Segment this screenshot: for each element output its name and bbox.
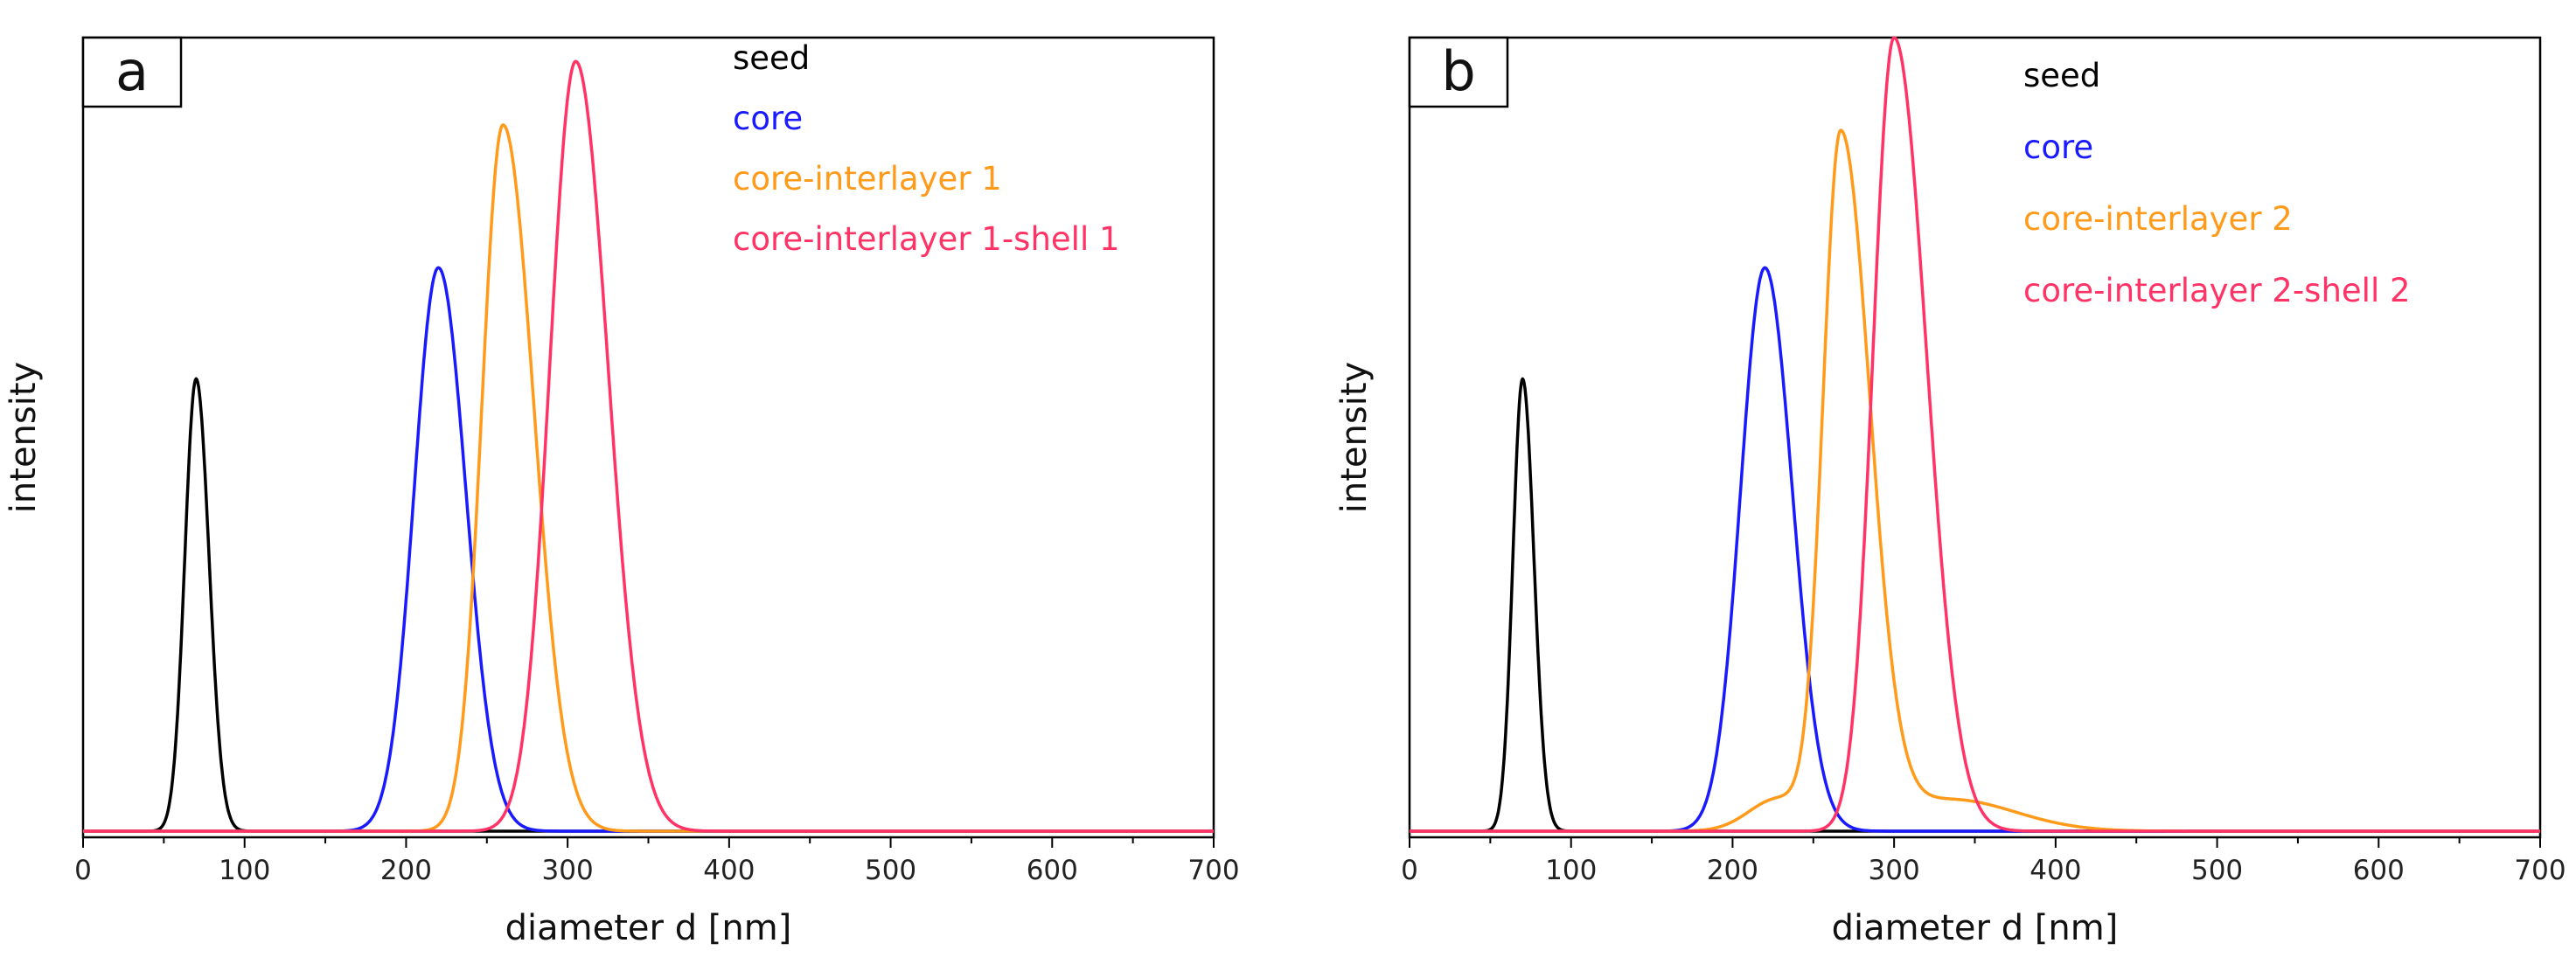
x-tick-label: 600 bbox=[1027, 855, 1078, 886]
legend-entry: seed bbox=[2023, 57, 2100, 94]
y-axis-label: intensity bbox=[3, 362, 44, 513]
series-line-core-interlayer-2 bbox=[1409, 128, 2541, 833]
series-line-core bbox=[1409, 266, 2541, 833]
x-tick-label: 700 bbox=[2514, 855, 2566, 886]
legend-entry: core bbox=[2023, 128, 2093, 166]
x-tick-label: 300 bbox=[542, 855, 594, 886]
x-tick-label: 200 bbox=[1707, 855, 1758, 886]
x-tick-label: 400 bbox=[703, 855, 755, 886]
plot-frame bbox=[81, 36, 1215, 839]
series-line-seed bbox=[1409, 377, 2541, 833]
chart-panel-a: a 0 100 200 300 400 500 600 700 diameter d [nm] in… bbox=[3, 36, 1240, 948]
legend-entry: core-interlayer 1 bbox=[733, 160, 1002, 198]
plot-frame bbox=[1408, 36, 2542, 839]
y-axis-label: intensity bbox=[1334, 362, 1375, 513]
series-line-core-interlayer-1-shell-1 bbox=[82, 59, 1215, 833]
x-tick-label: 0 bbox=[1401, 855, 1418, 886]
x-tick-label: 500 bbox=[2191, 855, 2243, 886]
x-tick-label: 0 bbox=[74, 855, 92, 886]
series-line-core bbox=[82, 266, 1215, 833]
panel-label: a bbox=[115, 39, 149, 103]
legend-entry: seed bbox=[733, 39, 810, 77]
legend-entry: core-interlayer 2-shell 2 bbox=[2023, 272, 2411, 309]
panel-label: b bbox=[1441, 39, 1475, 103]
panel-label-box bbox=[1408, 36, 1509, 108]
chart-panel-b: b 0 100 200 300 400 500 600 700 diameter d [nm] in… bbox=[1334, 36, 2566, 948]
x-tick-label: 300 bbox=[1869, 855, 1920, 886]
x-tick-label: 100 bbox=[1545, 855, 1597, 886]
x-tick-label: 100 bbox=[219, 855, 270, 886]
x-tick-label: 700 bbox=[1187, 855, 1239, 886]
legend-entry: core bbox=[733, 100, 803, 137]
x-tick-label: 400 bbox=[2029, 855, 2081, 886]
series-line-core-interlayer-2-shell-2 bbox=[1409, 36, 2541, 833]
x-tick-label: 200 bbox=[380, 855, 432, 886]
panel-label-box bbox=[81, 36, 183, 108]
legend-entry: core-interlayer 2 bbox=[2023, 200, 2293, 238]
x-tick-label: 600 bbox=[2353, 855, 2405, 886]
x-axis-label: diameter d [nm] bbox=[1832, 908, 2119, 948]
x-axis-label: diameter d [nm] bbox=[505, 908, 792, 948]
legend-entry: core-interlayer 1-shell 1 bbox=[733, 220, 1120, 258]
x-tick-label: 500 bbox=[865, 855, 916, 886]
